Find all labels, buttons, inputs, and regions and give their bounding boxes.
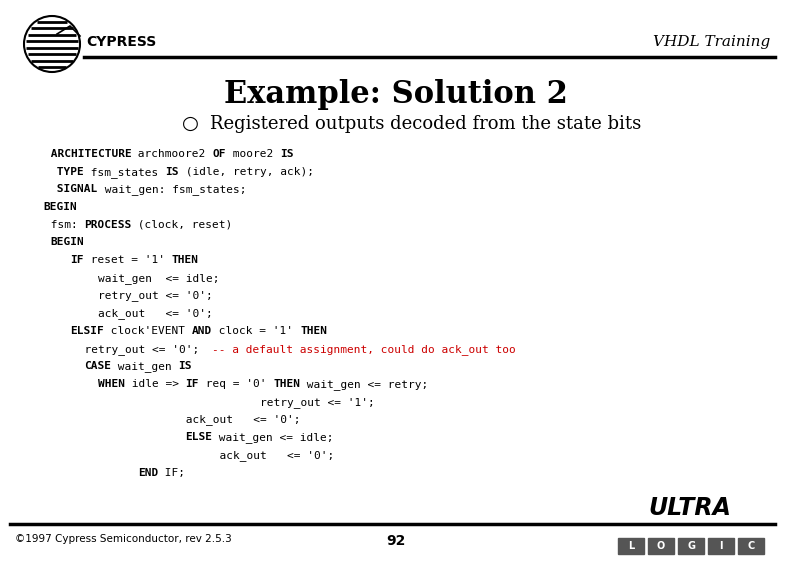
Text: 92: 92 (386, 534, 406, 548)
Text: ©1997 Cypress Semiconductor, rev 2.5.3: ©1997 Cypress Semiconductor, rev 2.5.3 (15, 534, 232, 544)
Text: fsm:: fsm: (44, 220, 84, 230)
Text: retry_out <= '0';: retry_out <= '0'; (44, 344, 212, 355)
Text: THEN: THEN (172, 255, 199, 265)
Text: IS: IS (280, 149, 293, 159)
Text: IF: IF (70, 255, 84, 265)
Bar (678, 538, 704, 554)
Text: END: END (138, 468, 158, 478)
Text: retry_out <= '0';: retry_out <= '0'; (44, 291, 212, 301)
Text: archmoore2: archmoore2 (131, 149, 212, 159)
Text: ELSE: ELSE (185, 432, 212, 442)
Text: wait_gen <= retry;: wait_gen <= retry; (300, 379, 428, 390)
Text: BEGIN: BEGIN (44, 202, 78, 212)
Bar (738, 538, 764, 554)
Text: WHEN: WHEN (97, 379, 124, 389)
Text: ULTRA: ULTRA (649, 496, 732, 520)
Text: BEGIN: BEGIN (51, 237, 84, 247)
Text: O: O (657, 541, 665, 551)
Text: ack_out   <= '0';: ack_out <= '0'; (44, 450, 333, 461)
Text: moore2: moore2 (226, 149, 280, 159)
Text: IS: IS (178, 361, 192, 371)
Text: wait_gen  <= idle;: wait_gen <= idle; (44, 273, 219, 284)
Text: IF;: IF; (158, 468, 185, 478)
Text: Example: Solution 2: Example: Solution 2 (224, 79, 568, 110)
Text: IF: IF (185, 379, 199, 389)
Text: Registered outputs decoded from the state bits: Registered outputs decoded from the stat… (210, 115, 642, 133)
Text: IS: IS (165, 166, 178, 176)
Text: (clock, reset): (clock, reset) (131, 220, 233, 230)
Text: VHDL Training: VHDL Training (653, 35, 770, 49)
Bar (708, 538, 734, 554)
Text: reset = '1': reset = '1' (84, 255, 172, 265)
Text: req = '0': req = '0' (199, 379, 273, 389)
Text: ack_out   <= '0';: ack_out <= '0'; (44, 415, 300, 425)
Bar (618, 538, 644, 554)
Text: ELSIF: ELSIF (70, 326, 105, 336)
Text: CYPRESS: CYPRESS (86, 35, 156, 49)
Text: AND: AND (192, 326, 212, 336)
Text: I: I (719, 541, 723, 551)
Text: SIGNAL: SIGNAL (51, 184, 97, 194)
Text: (idle, retry, ack);: (idle, retry, ack); (178, 166, 314, 176)
Text: fsm_states: fsm_states (84, 166, 165, 178)
Text: clock'EVENT: clock'EVENT (105, 326, 192, 336)
Text: ○: ○ (181, 115, 199, 133)
Text: ARCHITECTURE: ARCHITECTURE (44, 149, 131, 159)
Text: OF: OF (212, 149, 226, 159)
Bar (648, 538, 674, 554)
Text: CASE: CASE (84, 361, 111, 371)
Text: G: G (687, 541, 695, 551)
Text: L: L (628, 541, 634, 551)
Text: THEN: THEN (273, 379, 300, 389)
Text: idle =>: idle => (124, 379, 185, 389)
Text: ack_out   <= '0';: ack_out <= '0'; (44, 308, 212, 319)
Text: retry_out <= '1';: retry_out <= '1'; (44, 397, 375, 407)
Text: PROCESS: PROCESS (84, 220, 131, 230)
Text: wait_gen: fsm_states;: wait_gen: fsm_states; (97, 184, 246, 195)
Text: C: C (748, 541, 755, 551)
Text: -- a default assignment, could do ack_out too: -- a default assignment, could do ack_ou… (212, 344, 516, 355)
Text: wait_gen <= idle;: wait_gen <= idle; (212, 432, 333, 443)
Text: THEN: THEN (300, 326, 327, 336)
Text: wait_gen: wait_gen (111, 361, 178, 372)
Text: TYPE: TYPE (51, 166, 84, 176)
Text: clock = '1': clock = '1' (212, 326, 300, 336)
